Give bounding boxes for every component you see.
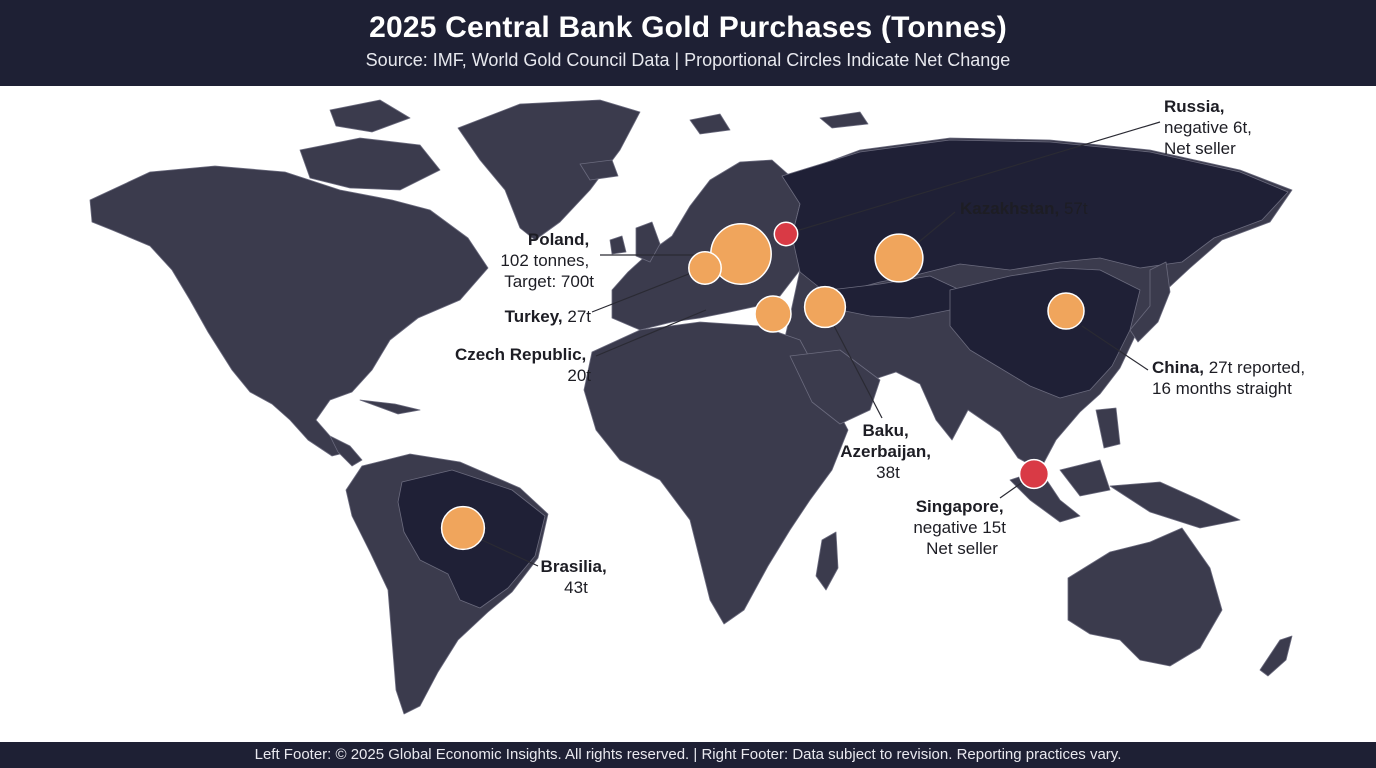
label-singapore-name: Singapore, — [916, 497, 1004, 516]
marker-czech[interactable] — [688, 251, 722, 285]
label-china-name: China, — [1152, 358, 1204, 377]
label-czech: Czech Republic, 20t — [455, 345, 591, 385]
leader-lines — [481, 121, 1161, 567]
world-map: Russia, negative 6t, Net seller Poland, … — [0, 86, 1376, 742]
label-russia-detail-2: Net seller — [1164, 139, 1236, 158]
marker-russia[interactable] — [773, 221, 799, 247]
label-brasilia-name: Brasilia, — [541, 557, 607, 576]
marker-turkey[interactable] — [754, 295, 792, 333]
label-czech-detail: 20t — [567, 366, 591, 385]
label-azerbaijan-name: Baku, — [862, 421, 908, 440]
landmass-madagascar — [815, 531, 839, 591]
label-poland-name: Poland, — [528, 230, 589, 249]
marker-china[interactable] — [1047, 292, 1085, 330]
label-brasilia: Brasilia, 43t — [541, 557, 612, 597]
landmass-arctic-islands — [299, 99, 441, 191]
label-poland-detail-2: Target: 700t — [504, 272, 594, 291]
leader-czech — [595, 309, 707, 357]
world-map-svg: Russia, negative 6t, Net seller Poland, … — [89, 97, 1310, 715]
label-china-detail-1: 27t reported, — [1209, 358, 1305, 377]
label-azerbaijan: Baku, Azerbaijan, 38t — [840, 421, 935, 482]
label-turkey: Turkey, 27t — [505, 307, 592, 326]
label-brasilia-detail: 43t — [564, 578, 588, 597]
label-poland: Poland, 102 tonnes, Target: 700t — [500, 230, 594, 291]
label-kazakhstan: Kazakhstan, 57t — [960, 199, 1088, 218]
leader-azerbaijan — [831, 321, 883, 419]
landmass-central-america — [329, 399, 421, 467]
label-russia-name: Russia, — [1164, 97, 1224, 116]
header-bar: 2025 Central Bank Gold Purchases (Tonnes… — [0, 0, 1376, 86]
leader-brasilia — [481, 539, 539, 567]
leader-china — [1081, 325, 1149, 371]
label-china: China, 27t reported, 16 months straight — [1152, 358, 1310, 398]
landmass-greenland — [457, 99, 641, 241]
label-azerbaijan-name2: Azerbaijan, — [840, 442, 931, 461]
map-title: 2025 Central Bank Gold Purchases (Tonnes… — [369, 11, 1007, 44]
label-azerbaijan-detail: 38t — [876, 463, 900, 482]
markers-layer — [440, 221, 1085, 551]
region-china — [949, 267, 1141, 399]
landmass-australia — [1067, 527, 1223, 667]
label-poland-detail-1: 102 tonnes, — [500, 251, 589, 270]
leader-turkey — [591, 267, 705, 313]
leader-kazakhstan — [913, 211, 956, 247]
label-russia-detail-1: negative 6t, — [1164, 118, 1252, 137]
labels: Russia, negative 6t, Net seller Poland, … — [455, 97, 1310, 597]
marker-singapore[interactable] — [1018, 458, 1050, 490]
landmass-svalbard — [689, 111, 869, 135]
marker-azerbaijan[interactable] — [803, 285, 847, 329]
landmass-arabia — [789, 349, 881, 425]
landmass-british-isles — [579, 159, 661, 263]
map-subtitle: Source: IMF, World Gold Council Data | P… — [365, 50, 1011, 70]
marker-brasilia[interactable] — [440, 505, 486, 551]
footer-text: Left Footer: © 2025 Global Economic Insi… — [254, 746, 1122, 763]
label-kazakhstan-detail: 57t — [1064, 199, 1088, 218]
label-russia: Russia, negative 6t, Net seller — [1164, 97, 1257, 158]
label-turkey-name: Turkey, — [505, 307, 563, 326]
landmass-new-zealand — [1259, 635, 1293, 677]
label-singapore-detail-1: negative 15t — [913, 518, 1006, 537]
landmass-indonesia — [1009, 407, 1241, 529]
label-turkey-detail: 27t — [567, 307, 591, 326]
label-kazakhstan-name: Kazakhstan, — [960, 199, 1059, 218]
landmass-north-america — [89, 165, 489, 457]
footer-bar: Left Footer: © 2025 Global Economic Insi… — [0, 742, 1376, 768]
marker-kazakhstan[interactable] — [874, 233, 924, 283]
label-singapore: Singapore, negative 15t Net seller — [913, 497, 1010, 558]
label-czech-name: Czech Republic, — [455, 345, 586, 364]
leader-russia — [785, 121, 1161, 235]
label-china-detail-2: 16 months straight — [1152, 379, 1292, 398]
landmass-japan — [1129, 261, 1171, 343]
label-singapore-detail-2: Net seller — [926, 539, 998, 558]
